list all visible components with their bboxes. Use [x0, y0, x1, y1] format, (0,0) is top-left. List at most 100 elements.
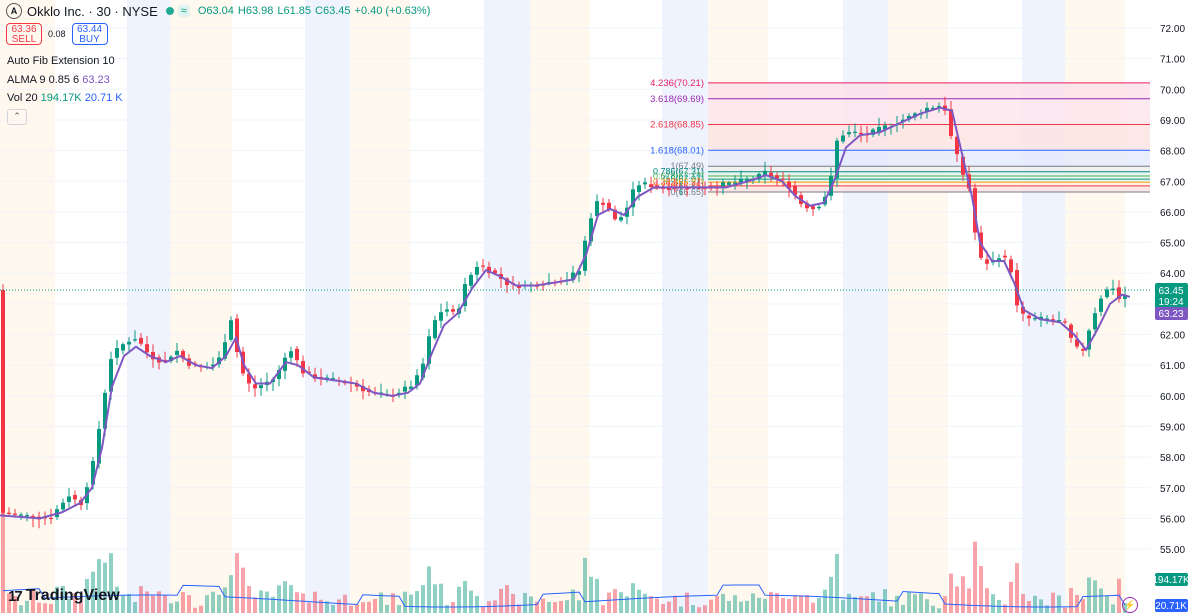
- candle-body: [859, 132, 863, 135]
- volume-bar: [841, 599, 845, 613]
- volume-bar: [577, 600, 581, 613]
- volume-bar: [1033, 595, 1037, 613]
- candle-body: [181, 351, 185, 359]
- candle-body: [145, 344, 149, 353]
- candle-body: [91, 461, 95, 485]
- volume-bar: [241, 567, 245, 613]
- volume-bar: [667, 601, 671, 613]
- candle-body: [787, 181, 791, 189]
- volume-bar: [289, 585, 293, 613]
- candle-body: [805, 203, 809, 209]
- candle-body: [505, 278, 509, 285]
- volume-bar: [835, 553, 839, 613]
- volume-bar: [319, 599, 323, 613]
- candle-body: [835, 140, 839, 179]
- volume-bar: [133, 601, 137, 613]
- session-band: [484, 0, 530, 613]
- candle-body: [811, 206, 815, 210]
- fib-zone: [708, 176, 1150, 180]
- volume-bar: [301, 593, 305, 613]
- volume-bar: [907, 591, 911, 613]
- wave-icon[interactable]: ≈: [177, 5, 190, 17]
- volume-bar: [631, 583, 635, 613]
- price-tick-label: 69.00: [1160, 116, 1185, 127]
- volume-bar: [871, 592, 875, 613]
- candle-body: [97, 428, 101, 464]
- candle-body: [493, 270, 497, 274]
- volume-ma-line: [2, 584, 1126, 608]
- alma-price-label: 63.23: [1158, 309, 1183, 320]
- session-band: [530, 0, 590, 613]
- candle-body: [139, 337, 143, 344]
- candle-body: [589, 218, 593, 242]
- collapse-legend-chevron-icon[interactable]: ⌃: [7, 109, 27, 125]
- candle-body: [229, 320, 233, 340]
- alma-price-tag: [1155, 307, 1188, 320]
- candle-body: [49, 517, 53, 520]
- symbol-title[interactable]: Okklo Inc. · 30 · NYSE: [27, 3, 158, 19]
- price-tick-label: 55.00: [1160, 545, 1185, 556]
- volume-bar: [775, 592, 779, 613]
- volume-bar: [307, 602, 311, 613]
- volume-bar: [601, 605, 605, 613]
- candle-body: [1021, 306, 1025, 314]
- volume-bar: [763, 598, 767, 613]
- fib-zone: [708, 150, 1150, 167]
- volume-bar: [967, 588, 971, 613]
- candle-body: [685, 187, 689, 190]
- volume-bar: [877, 601, 881, 613]
- volume-bar: [619, 592, 623, 613]
- candle-body: [955, 136, 959, 155]
- volume-bar: [781, 597, 785, 613]
- candle-body: [211, 364, 215, 367]
- volume-bar: [25, 600, 29, 613]
- volume-bar: [31, 590, 35, 613]
- candle-body: [1093, 313, 1097, 330]
- lightning-icon[interactable]: ⚡: [1122, 597, 1138, 613]
- candle-body: [121, 344, 125, 351]
- candle-body: [487, 266, 491, 274]
- fib-level-label: 3.618(69.69): [650, 94, 704, 105]
- volume-bar: [271, 596, 275, 613]
- volume-bar: [79, 601, 83, 613]
- candle-body: [871, 129, 875, 135]
- candle-body: [571, 272, 575, 279]
- candle-body: [469, 274, 473, 286]
- volume-bar: [487, 601, 491, 613]
- price-tick-label: 59.00: [1160, 422, 1185, 433]
- indicator-fib-legend[interactable]: Auto Fib Extension 10: [7, 55, 115, 67]
- candle-body: [619, 217, 623, 221]
- candle-body: [175, 350, 179, 355]
- volume-bar: [727, 600, 731, 613]
- fib-zone: [708, 185, 1150, 192]
- price-axis[interactable]: 72.00 71.00 70.00 69.00 68.00 67.00 66.00 65.00…: [1160, 24, 1185, 556]
- candle-body: [721, 182, 725, 187]
- candle-body: [289, 351, 293, 358]
- session-band: [662, 0, 708, 613]
- volume-bar: [193, 607, 197, 613]
- sell-button[interactable]: 63.36 SELL: [6, 23, 42, 45]
- candle-body: [601, 202, 605, 205]
- volume-bar: [55, 586, 59, 613]
- volume-bar: [187, 595, 191, 613]
- candle-body: [985, 259, 989, 264]
- tradingview-logo: 17 TradingView: [8, 587, 120, 605]
- volume-bar: [859, 596, 863, 613]
- candle-body: [1081, 349, 1085, 351]
- volume-bar: [649, 596, 653, 613]
- indicator-alma-legend[interactable]: ALMA 9 0.85 6 63.23: [7, 74, 110, 86]
- volume-bar: [793, 595, 797, 613]
- price-tick-label: 64.00: [1160, 269, 1185, 280]
- buy-button[interactable]: 63.44 BUY: [71, 23, 108, 45]
- volume-bar: [49, 603, 53, 613]
- volume-bar: [625, 596, 629, 613]
- volume-bar: [751, 593, 755, 613]
- ohlc-high: H63.98: [237, 5, 274, 17]
- fib-zone: [708, 166, 1150, 172]
- candle-body: [577, 270, 581, 275]
- candle-body: [613, 209, 617, 220]
- candle-body: [235, 318, 239, 352]
- indicator-volume-legend[interactable]: Vol 20 194.17K 20.71 K: [7, 92, 123, 104]
- volume-bar: [865, 596, 869, 613]
